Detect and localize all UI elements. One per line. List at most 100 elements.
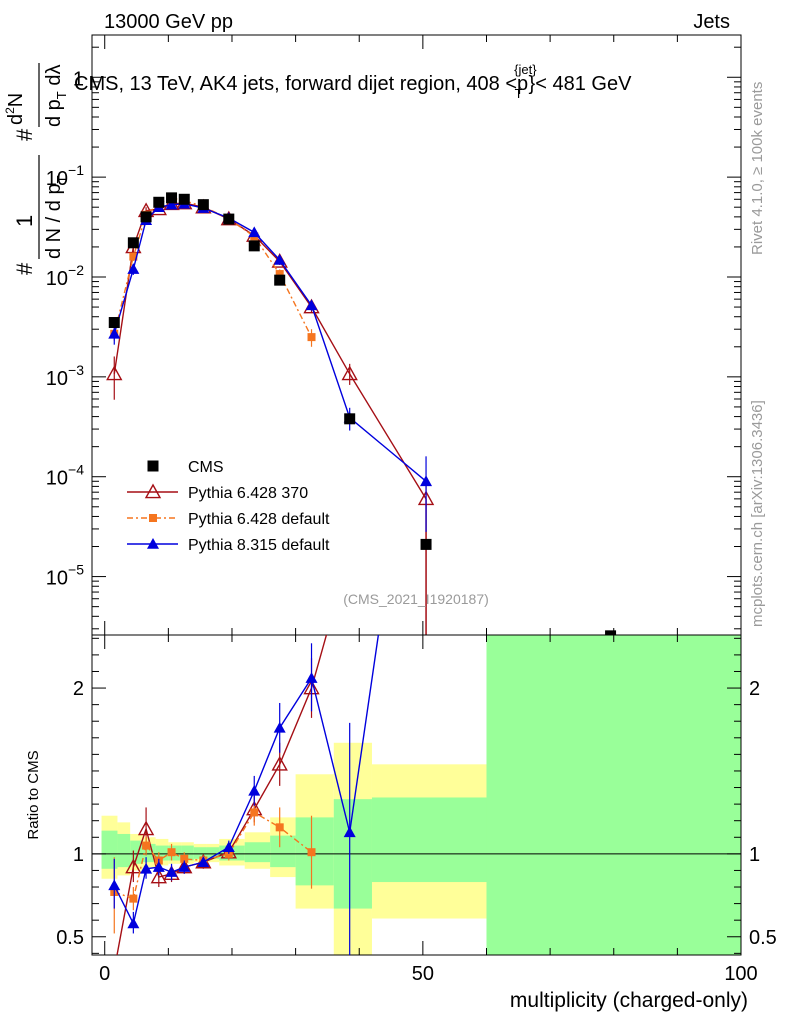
ylabel-num-sup: 2 [3,107,17,114]
point-cms [248,240,260,252]
legend-label-3: Pythia 8.315 default [188,537,330,554]
ratio-point-pythia-8-315-default [127,917,140,929]
ratio-point-pythia-6-428-default [307,848,316,857]
point-cms [197,199,209,211]
lower-y-tick-label-right: 0.5 [749,927,777,949]
upper-y-tick-label: 10−4 [46,462,84,490]
point-pythia-8-315-default [108,327,121,339]
x-axis-label: multiplicity (charged-only) [510,989,748,1012]
ratio-line-pythia-6-428-default [114,811,312,900]
ratio-point-pythia-8-315-default [273,721,286,733]
point-cms [274,274,286,286]
chart-title: CMS, 13 TeV, AK4 jets, forward dijet reg… [74,62,632,101]
header-left: 13000 GeV pp [104,11,233,33]
point-pythia-6-428-default [129,252,138,261]
tick-exponent: −1 [68,162,84,178]
point-cms [605,630,617,635]
legend-label-0: CMS [188,459,224,476]
legend-marker-2 [149,514,157,522]
ylabel-dn-dpt: d N / d p [43,183,65,259]
ratio-point-pythia-8-315-default [197,856,210,867]
tick-mantissa: 10 [46,268,68,290]
lower-y-tick-label: 1 [73,844,84,866]
ratio-point-pythia-8-315-default [165,866,178,877]
uncertainty-band-green [206,847,220,859]
ratio-point-pythia-6-428-default [275,823,284,832]
uncertainty-band-green [117,833,131,868]
chart-title-sup: {jet} [514,62,537,77]
svg-text:d2N: d2N [3,93,27,125]
tick-exponent: −2 [68,262,84,278]
point-pythia-8-315-default [420,475,433,487]
point-pythia-6-428-370 [341,365,358,381]
ratio-point-pythia-8-315-default [222,841,235,853]
upper-y-tick-label: 10−2 [46,262,84,290]
uncertainty-band-green [193,847,207,859]
ratio-point-pythia-8-315-default [248,784,261,796]
tick-mantissa: 10 [46,568,68,590]
x-tick-label: 100 [724,963,757,985]
ylabel-den-dlambda: dλ [43,65,65,92]
point-cms [344,413,356,425]
ratio-point-pythia-8-315-default [108,879,121,891]
ratio-point-pythia-6-428-default [180,854,189,863]
header-right: Jets [693,11,730,33]
ratio-point-pythia-6-428-default [250,808,259,817]
tick-mantissa: 10 [46,168,68,190]
side-label-rivet: Rivet 4.1.0, ≥ 100k events [749,82,766,255]
ylabel-one: 1 [12,215,37,227]
legend-label-1: Pythia 6.428 370 [188,485,308,502]
chart-title-part2: }< 481 GeV [529,73,633,95]
ratio-point-pythia-6-428-370 [150,868,167,884]
ratio-point-pythia-6-428-default [167,848,176,857]
uncertainty-band-green [270,835,296,868]
point-cms [178,193,190,205]
ratio-point-pythia-8-315-default [343,826,356,838]
point-pythia-8-315-default [273,253,286,265]
lower-panel-frame [91,634,742,956]
ratio-point-pythia-6-428-default [129,894,138,903]
ylabel-dn-dpt-sub: T [54,175,69,183]
tick-mantissa: 10 [46,468,68,490]
ylabel-hash2: # [12,128,37,141]
point-pythia-8-315-default [248,226,261,238]
point-cms [127,237,139,249]
ratio-point-pythia-8-315-default [305,672,318,683]
lower-y-tick-label: 0.5 [56,927,84,949]
upper-y-tick-label: 10−5 [46,562,84,590]
upper-y-tick-label: 10−3 [46,362,84,390]
chart-title-sub: T [515,86,523,101]
uncertainty-band-green [101,830,118,869]
svg-text:d pT dλ: d pT dλ [43,65,69,127]
lower-y-tick-label: 2 [73,678,84,700]
chart-title-part1: CMS, 13 TeV, AK4 jets, forward dijet reg… [74,73,528,95]
point-pythia-6-428-default [307,333,316,342]
svg-text:d N / d pT: d N / d pT [43,175,69,259]
point-pythia-8-315-default [127,263,140,274]
lower-y-tick-label-right: 2 [749,678,760,700]
series-line-pythia-8-315-default [113,203,427,482]
legend-marker-3 [147,538,159,549]
point-pythia-8-315-default [165,198,178,210]
ratio-point-pythia-8-315-default [178,861,191,872]
side-label-mcplots: mcplots.cern.ch [arXiv:1306.3436] [749,400,766,627]
upper-y-tick-label: 10−1 [46,162,84,190]
tick-exponent: −4 [68,462,84,478]
ylabel-num-d: d [5,114,27,125]
tick-mantissa: 10 [46,368,68,390]
uncertainty-band-green [371,797,487,883]
series-line-pythia-6-428-370 [113,202,427,500]
ratio-point-pythia-6-428-370 [271,755,288,771]
ylabel-den-dp: d p [43,99,65,127]
point-cms [223,213,235,225]
upper-ylabel: # 1 d N / d pT # d2N d pT dλ [3,63,69,275]
point-cms [166,192,178,204]
legend-marker-0 [147,460,159,472]
point-cms [420,538,432,550]
tick-exponent: −5 [68,562,84,578]
legend-label-2: Pythia 6.428 default [188,511,330,528]
point-cms [140,211,152,223]
point-cms [153,196,165,208]
legend: CMS Pythia 6.428 370 Pythia 6.428 default P… [127,459,330,554]
